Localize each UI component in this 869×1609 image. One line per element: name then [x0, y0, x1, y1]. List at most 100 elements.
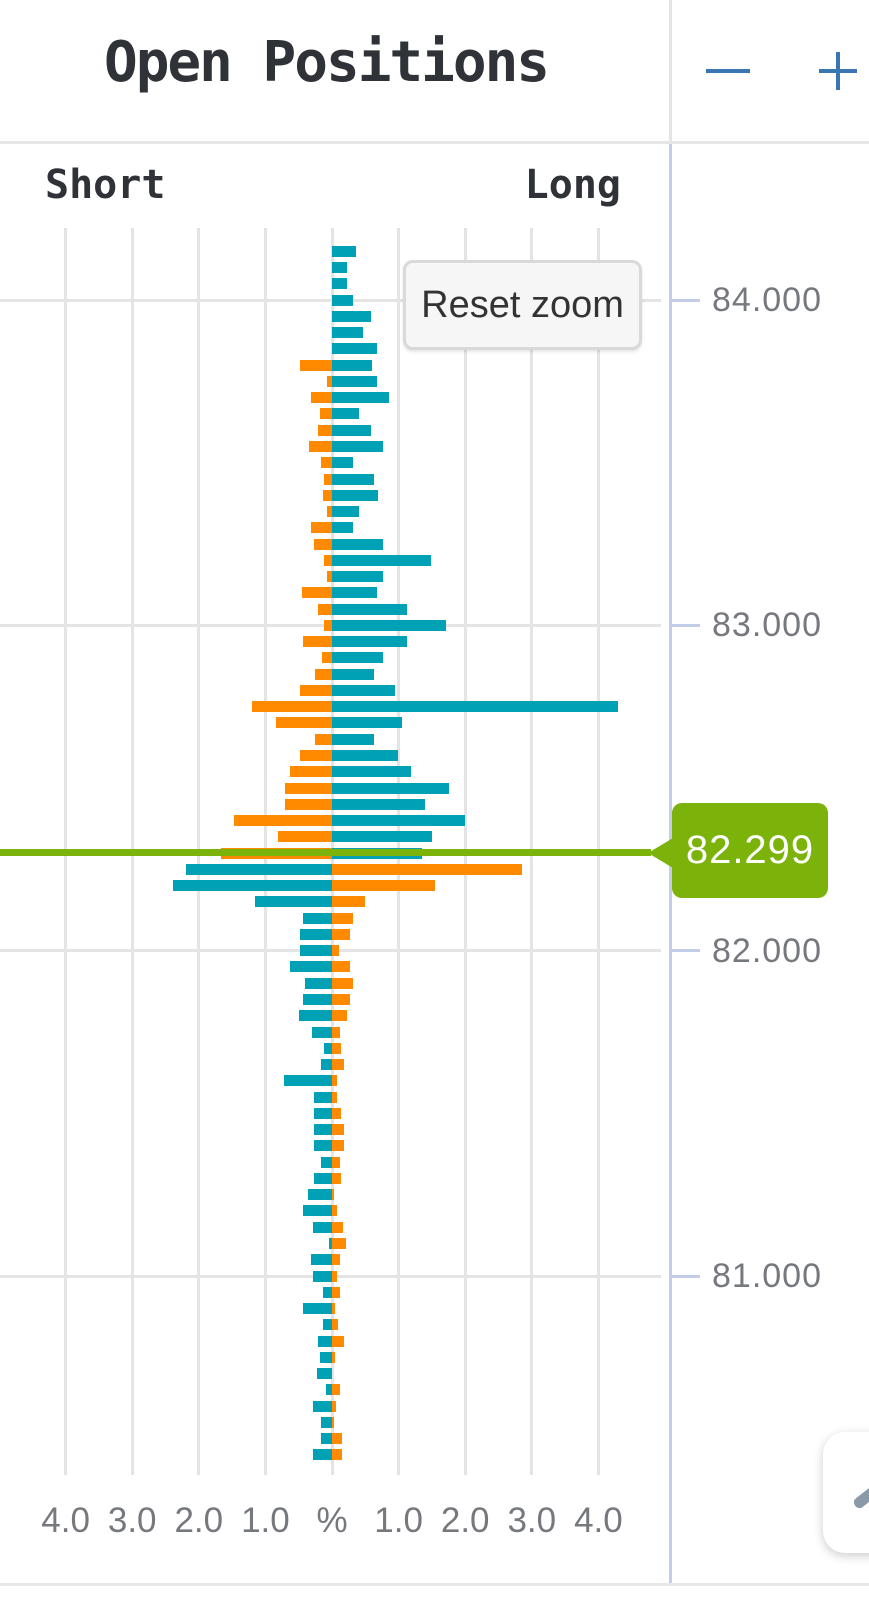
long-bar [314, 1172, 332, 1184]
short-bar [332, 977, 354, 989]
long-bar [332, 782, 450, 794]
long-bar [320, 1156, 332, 1168]
short-bar [311, 522, 332, 534]
long-bar [308, 1189, 332, 1201]
price-axis-tick [669, 298, 700, 302]
short-bar [327, 506, 332, 518]
short-bar [324, 554, 332, 566]
long-bar [332, 262, 347, 274]
long-bar [332, 327, 363, 339]
short-header: Short [45, 162, 166, 208]
short-bar [276, 717, 332, 729]
short-bar [332, 1010, 348, 1022]
short-bar [278, 831, 332, 843]
short-bar [332, 1172, 341, 1184]
short-bar [314, 668, 332, 680]
short-bar [332, 1221, 344, 1233]
short-bar [314, 538, 332, 550]
long-bar [332, 554, 432, 566]
long-bar [332, 652, 384, 664]
short-bar [332, 928, 350, 940]
price-axis-label: 84.000 [712, 281, 822, 320]
short-bar [300, 684, 332, 696]
long-bar [299, 1010, 332, 1022]
long-bar [332, 375, 377, 387]
long-bar [332, 571, 383, 583]
long-bar [332, 538, 383, 550]
reset-zoom-button[interactable]: Reset zoom [403, 260, 642, 350]
long-bar [332, 408, 359, 420]
long-bar [332, 294, 354, 306]
short-bar [332, 1091, 338, 1103]
price-axis-label: 83.000 [712, 606, 822, 645]
short-bar [284, 782, 332, 794]
long-bar [332, 815, 465, 827]
long-bar [322, 1319, 332, 1331]
long-bar [322, 1286, 332, 1298]
long-bar [318, 1335, 332, 1347]
current-price-arrow [648, 838, 673, 868]
long-bar [332, 457, 353, 469]
long-bar [332, 424, 372, 436]
short-bar [303, 636, 332, 648]
long-bar [332, 668, 374, 680]
long-bar [332, 343, 377, 355]
long-bar [317, 1368, 332, 1380]
short-bar [314, 733, 332, 745]
percent-axis-label: 2.0 [174, 1501, 224, 1540]
panel-divider-line [669, 0, 672, 141]
short-bar [332, 1351, 335, 1363]
short-bar [320, 457, 332, 469]
short-bar [332, 961, 350, 973]
percent-axis-label: 3.0 [507, 1501, 557, 1540]
long-bar [302, 1303, 332, 1315]
short-bar [332, 1286, 340, 1298]
short-bar [332, 1075, 338, 1087]
short-bar [332, 1189, 334, 1201]
short-bar [324, 473, 332, 485]
short-bar [332, 1042, 341, 1054]
short-bar [252, 701, 332, 713]
long-bar [332, 587, 378, 599]
long-header: Long [524, 162, 621, 208]
short-bar [332, 1319, 338, 1331]
short-bar [234, 815, 332, 827]
price-axis-tick [669, 949, 700, 953]
current-price-line [0, 849, 651, 856]
long-bar [312, 1400, 332, 1412]
short-bar [332, 1156, 340, 1168]
long-bar [305, 977, 332, 989]
short-bar [332, 863, 522, 875]
percent-axis-label: 4.0 [574, 1501, 623, 1540]
long-bar [312, 1449, 332, 1461]
short-bar [300, 750, 332, 762]
short-bar [327, 571, 332, 583]
long-bar [173, 880, 332, 892]
short-bar [326, 375, 332, 387]
short-bar [290, 766, 332, 778]
long-bar [303, 993, 332, 1005]
price-axis-tick [669, 623, 700, 627]
draw-tool-button[interactable] [823, 1432, 869, 1553]
percent-axis-unit-label: % [316, 1501, 348, 1540]
long-bar [312, 1026, 332, 1038]
long-bar [332, 522, 353, 534]
current-price-value: 82.299 [685, 828, 815, 872]
long-bar [332, 619, 446, 631]
price-gridline [0, 1274, 661, 1278]
short-bar [324, 619, 332, 631]
long-bar [255, 896, 332, 908]
long-bar [332, 489, 378, 501]
zoom-in-button[interactable] [798, 31, 869, 111]
short-bar [332, 1026, 340, 1038]
long-bar [186, 863, 332, 875]
short-bar [332, 1270, 338, 1282]
zoom-out-button[interactable] [688, 31, 768, 111]
short-bar [320, 408, 332, 420]
long-bar [311, 1254, 332, 1266]
short-bar [332, 1107, 341, 1119]
short-bar [318, 424, 332, 436]
current-price-badge: 82.299 [672, 803, 828, 898]
long-bar [332, 603, 408, 615]
short-bar [284, 798, 332, 810]
